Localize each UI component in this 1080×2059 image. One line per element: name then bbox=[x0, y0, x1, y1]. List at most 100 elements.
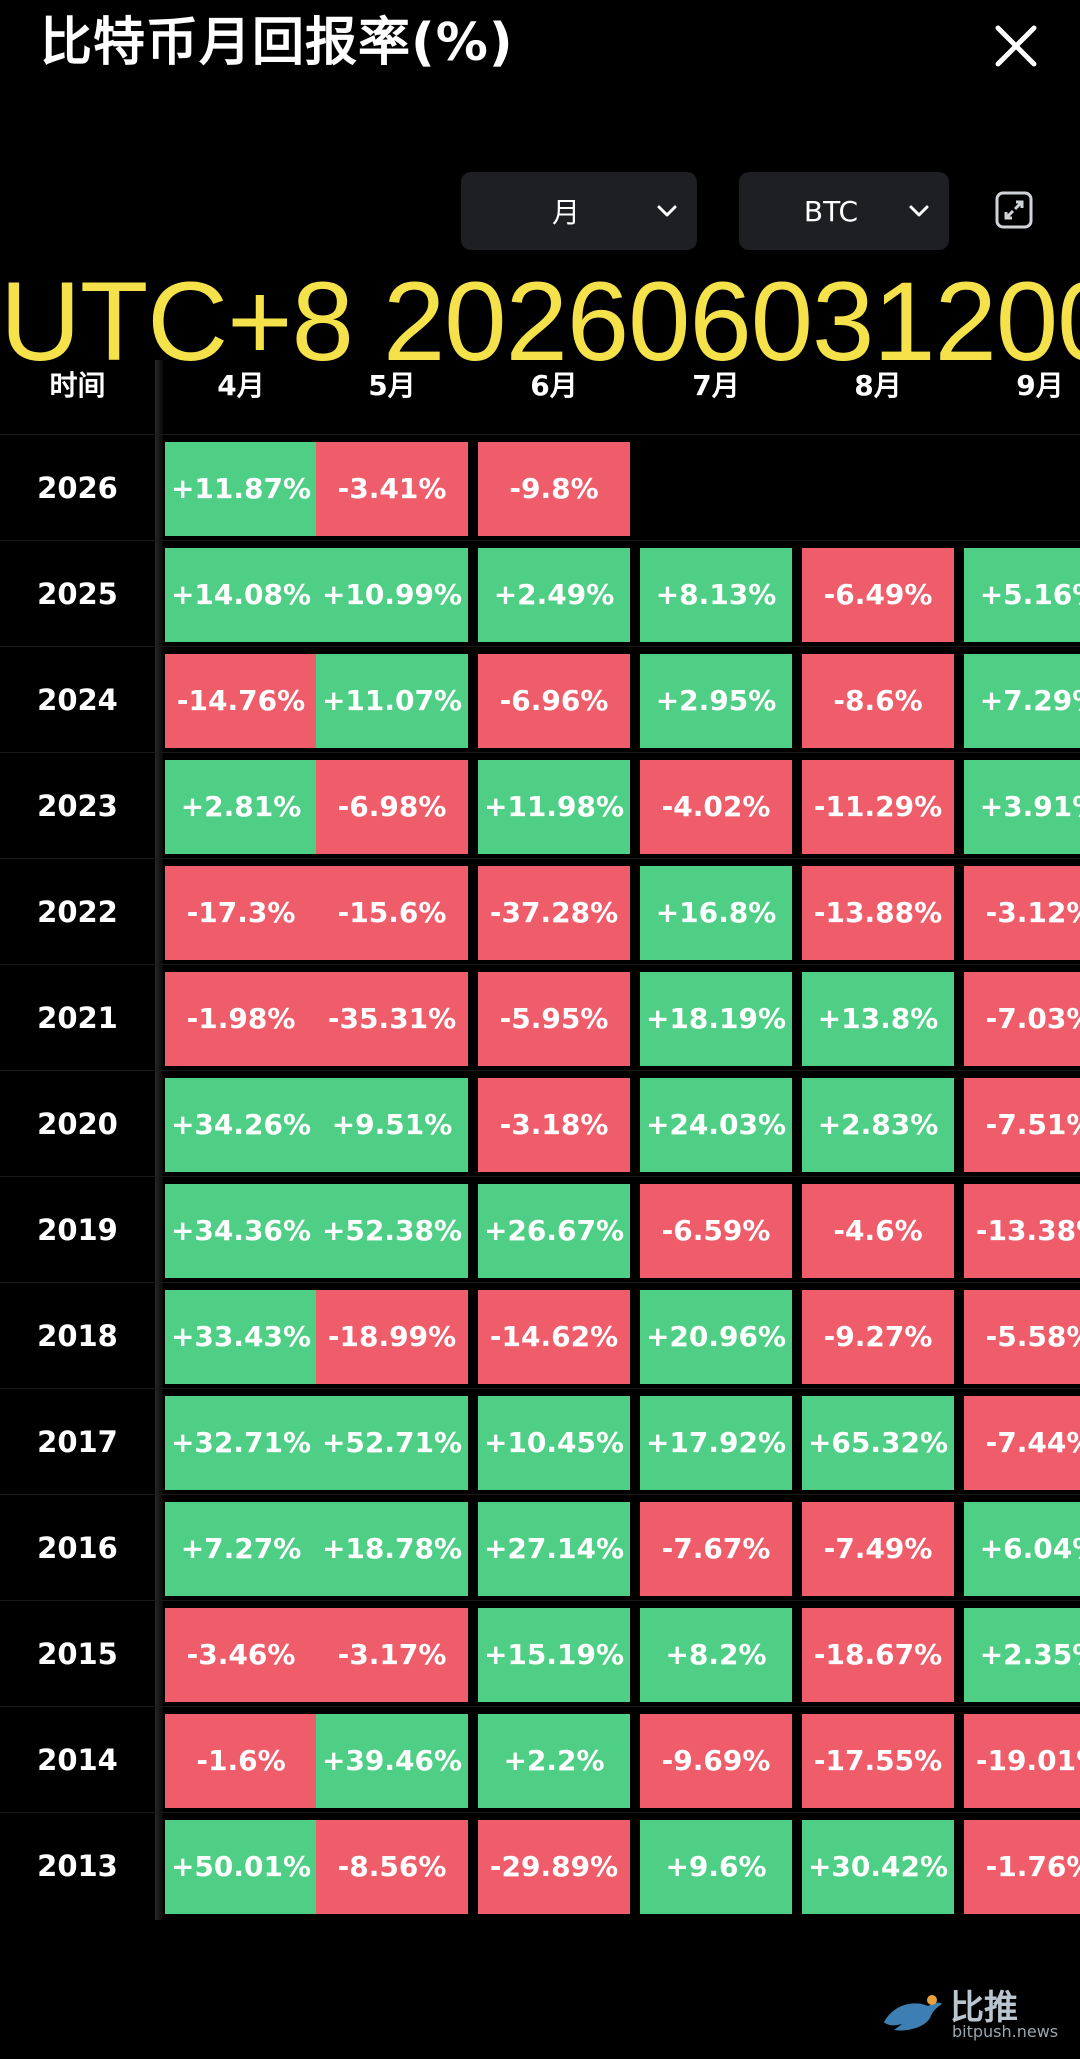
return-cell[interactable]: -7.03% bbox=[964, 972, 1080, 1066]
return-cell[interactable]: +17.92% bbox=[640, 1396, 792, 1490]
return-cell[interactable]: +27.14% bbox=[478, 1502, 630, 1596]
return-cell[interactable]: -9.27% bbox=[802, 1290, 954, 1384]
return-cell[interactable]: +34.26% bbox=[165, 1078, 317, 1172]
return-cell[interactable]: +52.38% bbox=[316, 1184, 468, 1278]
close-button[interactable] bbox=[984, 14, 1048, 78]
return-cell[interactable]: +30.42% bbox=[802, 1820, 954, 1914]
return-cell[interactable]: +8.13% bbox=[640, 548, 792, 642]
return-cell[interactable]: +11.87% bbox=[165, 442, 317, 536]
return-cell[interactable]: -3.17% bbox=[316, 1608, 468, 1702]
return-cell[interactable]: -37.28% bbox=[478, 866, 630, 960]
return-cell[interactable]: -4.02% bbox=[640, 760, 792, 854]
return-cell[interactable]: -7.67% bbox=[640, 1502, 792, 1596]
chevron-down-icon bbox=[637, 172, 697, 250]
return-cell[interactable]: +39.46% bbox=[316, 1714, 468, 1808]
return-cell[interactable]: +34.36% bbox=[165, 1184, 317, 1278]
return-cell[interactable]: +20.96% bbox=[640, 1290, 792, 1384]
row-year: 2014 bbox=[37, 1743, 118, 1777]
return-cell[interactable]: +2.83% bbox=[802, 1078, 954, 1172]
coin-select-value: BTC bbox=[803, 194, 859, 228]
return-cell[interactable]: -5.95% bbox=[478, 972, 630, 1066]
page-title: 比特币月回报率(%) bbox=[40, 13, 514, 73]
return-cell[interactable]: -17.55% bbox=[802, 1714, 954, 1808]
return-cell[interactable]: -1.76% bbox=[964, 1820, 1080, 1914]
return-cell[interactable]: +50.01% bbox=[165, 1820, 317, 1914]
return-cell[interactable]: -18.99% bbox=[316, 1290, 468, 1384]
return-cell[interactable]: -8.56% bbox=[316, 1820, 468, 1914]
return-cell[interactable]: -6.49% bbox=[802, 548, 954, 642]
row-year: 2013 bbox=[37, 1849, 118, 1883]
return-cell[interactable]: -3.46% bbox=[165, 1608, 317, 1702]
return-cell[interactable]: +5.16% bbox=[964, 548, 1080, 642]
row-year: 2017 bbox=[37, 1425, 118, 1459]
return-cell[interactable]: -6.59% bbox=[640, 1184, 792, 1278]
return-cell[interactable]: -9.69% bbox=[640, 1714, 792, 1808]
return-cell[interactable]: -1.6% bbox=[165, 1714, 317, 1808]
return-cell[interactable]: -7.49% bbox=[802, 1502, 954, 1596]
return-cell[interactable]: -3.12% bbox=[964, 866, 1080, 960]
table-row: 2021 -1.98% -35.31% -5.95% +18.19% +13.8% -7.0… bbox=[0, 964, 1080, 1071]
return-cell[interactable]: +9.51% bbox=[316, 1078, 468, 1172]
return-cell[interactable]: -14.62% bbox=[478, 1290, 630, 1384]
return-cell[interactable]: +11.07% bbox=[316, 654, 468, 748]
period-select[interactable]: 月 bbox=[461, 172, 697, 250]
table-row: 2016 +7.27% +18.78% +27.14% -7.67% -7.49% +6.0… bbox=[0, 1494, 1080, 1601]
table-row: 2024 -14.76% +11.07% -6.96% +2.95% -8.6% +7.29… bbox=[0, 646, 1080, 753]
return-cell[interactable]: +26.67% bbox=[478, 1184, 630, 1278]
return-cell[interactable]: +2.81% bbox=[165, 760, 317, 854]
return-cell[interactable]: -17.3% bbox=[165, 866, 317, 960]
return-cell[interactable]: -13.88% bbox=[802, 866, 954, 960]
return-cell[interactable]: -8.6% bbox=[802, 654, 954, 748]
return-cell[interactable]: +3.91% bbox=[964, 760, 1080, 854]
return-cell[interactable]: -11.29% bbox=[802, 760, 954, 854]
return-cell[interactable]: +15.19% bbox=[478, 1608, 630, 1702]
return-cell[interactable]: -7.51% bbox=[964, 1078, 1080, 1172]
return-cell[interactable]: -15.6% bbox=[316, 866, 468, 960]
return-cell[interactable]: +18.78% bbox=[316, 1502, 468, 1596]
return-cell[interactable]: -35.31% bbox=[316, 972, 468, 1066]
return-cell[interactable]: -9.8% bbox=[478, 442, 630, 536]
return-cell[interactable]: +16.8% bbox=[640, 866, 792, 960]
return-cell[interactable]: +9.6% bbox=[640, 1820, 792, 1914]
return-cell[interactable]: -14.76% bbox=[165, 654, 317, 748]
return-cell[interactable]: +2.95% bbox=[640, 654, 792, 748]
return-cell[interactable]: +2.2% bbox=[478, 1714, 630, 1808]
return-cell[interactable]: -29.89% bbox=[478, 1820, 630, 1914]
return-cell[interactable]: -4.6% bbox=[802, 1184, 954, 1278]
return-cell[interactable]: -7.44% bbox=[964, 1396, 1080, 1490]
return-cell[interactable]: +13.8% bbox=[802, 972, 954, 1066]
return-cell[interactable]: -6.96% bbox=[478, 654, 630, 748]
return-cell[interactable]: +32.71% bbox=[165, 1396, 317, 1490]
timestamp-overlay: UTC+8 202606031200 bbox=[0, 259, 1080, 384]
return-cell[interactable]: +65.32% bbox=[802, 1396, 954, 1490]
row-year: 2018 bbox=[37, 1319, 118, 1353]
return-cell[interactable]: -3.18% bbox=[478, 1078, 630, 1172]
return-cell[interactable]: +10.45% bbox=[478, 1396, 630, 1490]
return-cell[interactable]: +6.04% bbox=[964, 1502, 1080, 1596]
return-cell[interactable]: +7.27% bbox=[165, 1502, 317, 1596]
column-header: 7月 bbox=[692, 369, 740, 402]
return-cell[interactable]: +11.98% bbox=[478, 760, 630, 854]
return-cell[interactable]: +33.43% bbox=[165, 1290, 317, 1384]
return-cell[interactable]: +2.35% bbox=[964, 1608, 1080, 1702]
return-cell[interactable]: +2.49% bbox=[478, 548, 630, 642]
return-cell[interactable]: -19.01% bbox=[964, 1714, 1080, 1808]
return-cell[interactable]: +24.03% bbox=[640, 1078, 792, 1172]
return-cell[interactable]: -18.67% bbox=[802, 1608, 954, 1702]
fullscreen-button[interactable] bbox=[990, 186, 1038, 234]
return-cell[interactable]: -5.58% bbox=[964, 1290, 1080, 1384]
return-cell[interactable]: -6.98% bbox=[316, 760, 468, 854]
coin-select[interactable]: BTC bbox=[739, 172, 949, 250]
table-row: 2026 +11.87% -3.41% -9.8% bbox=[0, 434, 1080, 541]
return-cell[interactable]: -13.38% bbox=[964, 1184, 1080, 1278]
return-cell[interactable]: +18.19% bbox=[640, 972, 792, 1066]
return-cell[interactable]: +10.99% bbox=[316, 548, 468, 642]
return-cell[interactable]: +14.08% bbox=[165, 548, 317, 642]
return-cell[interactable]: +8.2% bbox=[640, 1608, 792, 1702]
row-year: 2016 bbox=[37, 1531, 118, 1565]
row-year: 2020 bbox=[37, 1107, 118, 1141]
return-cell[interactable]: -3.41% bbox=[316, 442, 468, 536]
return-cell[interactable]: -1.98% bbox=[165, 972, 317, 1066]
return-cell[interactable]: +52.71% bbox=[316, 1396, 468, 1490]
return-cell[interactable]: +7.29% bbox=[964, 654, 1080, 748]
